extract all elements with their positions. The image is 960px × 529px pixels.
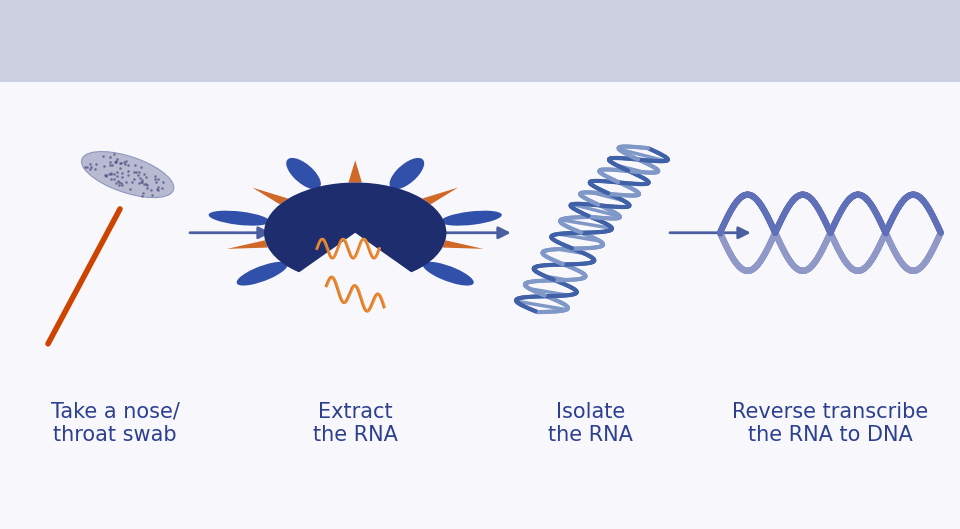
Polygon shape	[322, 262, 365, 278]
Ellipse shape	[208, 211, 270, 226]
Circle shape	[264, 183, 446, 283]
Text: Step One: Convert RNA to DNA: Step One: Convert RNA to DNA	[165, 25, 795, 59]
Polygon shape	[252, 188, 288, 204]
Wedge shape	[298, 233, 413, 284]
Bar	[0, 0, 960, 82]
Ellipse shape	[236, 262, 288, 286]
Ellipse shape	[441, 211, 502, 226]
Ellipse shape	[390, 158, 424, 189]
Polygon shape	[443, 240, 484, 249]
Text: Take a nose/
throat swab: Take a nose/ throat swab	[51, 402, 180, 445]
Text: Extract
the RNA: Extract the RNA	[313, 402, 397, 445]
Ellipse shape	[82, 151, 174, 198]
Polygon shape	[227, 240, 268, 249]
Polygon shape	[422, 188, 458, 204]
Ellipse shape	[286, 158, 321, 189]
Ellipse shape	[422, 262, 474, 286]
Text: Isolate
the RNA: Isolate the RNA	[548, 402, 633, 445]
Text: Reverse transcribe
the RNA to DNA: Reverse transcribe the RNA to DNA	[732, 402, 928, 445]
Polygon shape	[348, 160, 362, 183]
